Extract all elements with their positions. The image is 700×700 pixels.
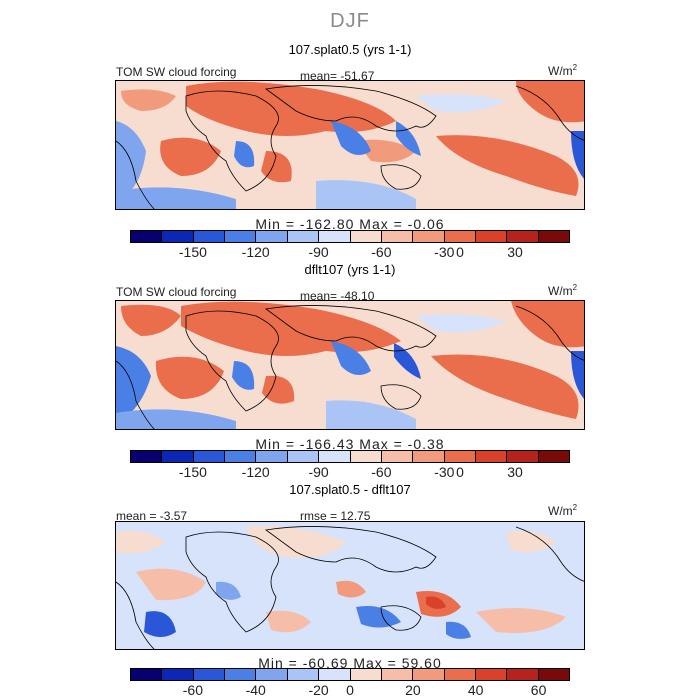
colorbar-swatch <box>131 451 163 462</box>
panel-2-left-label: TOM SW cloud forcing <box>116 285 237 299</box>
panel-3-title: 107.splat0.5 - dflt107 <box>289 482 411 497</box>
colorbar-swatch <box>350 231 382 242</box>
colorbar-swatch <box>444 669 476 680</box>
panel-2-tick: -60 <box>371 464 392 480</box>
panel-3-tick: 20 <box>405 682 421 698</box>
panel-1-tick: -90 <box>308 244 329 260</box>
panel-1-minmax: Min = -162.80 Max = -0.06 <box>255 216 445 232</box>
colorbar-swatch <box>131 669 163 680</box>
colorbar-swatch <box>193 451 226 462</box>
panel-1-tick: 30 <box>507 244 523 260</box>
colorbar-swatch <box>193 669 226 680</box>
colorbar-swatch <box>287 231 320 242</box>
colorbar-swatch <box>444 451 476 462</box>
colorbar-swatch <box>413 669 445 680</box>
colorbar-swatch <box>162 451 194 462</box>
panel-1-unit-label: W/m2 <box>548 63 578 78</box>
panel-3-mean-label: mean = -3.57 <box>116 509 188 523</box>
colorbar-swatch <box>475 231 508 242</box>
panel-1-tick: -120 <box>241 244 270 260</box>
panel-2-tick: -150 <box>178 464 207 480</box>
colorbar-swatch <box>256 231 288 242</box>
panel-3-map <box>115 521 585 650</box>
panel-2-tick: 0 <box>456 464 464 480</box>
panel-2-colorbar <box>130 450 570 463</box>
colorbar-swatch <box>162 231 194 242</box>
panel-2-map <box>115 300 585 430</box>
colorbar-swatch <box>444 231 476 242</box>
panel-3-tick-row: -60 -40 -20 0 20 40 60 <box>130 682 570 700</box>
panel-3-colorbar <box>130 668 570 681</box>
panel-3-tick: -60 <box>182 682 204 698</box>
colorbar-swatch <box>538 669 569 680</box>
colorbar-swatch <box>507 669 539 680</box>
panel-2-tick: -120 <box>241 464 270 480</box>
panel-1-title: 107.splat0.5 (yrs 1-1) <box>288 42 412 57</box>
panel-3-rmse-label: rmse = 12.75 <box>300 509 371 523</box>
season-title: DJF <box>330 10 370 32</box>
colorbar-swatch <box>381 669 414 680</box>
colorbar-swatch <box>413 231 445 242</box>
panel-3-tick: 60 <box>530 682 547 698</box>
colorbar-swatch <box>381 451 414 462</box>
panel-3-tick: -20 <box>308 682 329 698</box>
panel-1-tick-row: -150 -120 -90 -60 -30 0 30 <box>130 244 570 262</box>
colorbar-swatch <box>319 669 351 680</box>
colorbar-swatch <box>507 231 539 242</box>
colorbar-swatch <box>225 231 257 242</box>
panel-1-left-label: TOM SW cloud forcing <box>116 65 237 79</box>
panel-1-mean-label: mean= -51.67 <box>300 69 375 83</box>
colorbar-swatch <box>475 451 508 462</box>
colorbar-swatch <box>225 451 257 462</box>
colorbar-swatch <box>381 231 414 242</box>
colorbar-swatch <box>475 669 508 680</box>
colorbar-swatch <box>225 669 257 680</box>
colorbar-swatch <box>319 451 351 462</box>
panel-1-tick: -150 <box>178 244 207 260</box>
panel-1-tick: -30 <box>434 244 455 260</box>
panel-3-minmax: Min = -60.69 Max = 59.60 <box>258 655 442 671</box>
panel-2-tick: -90 <box>308 464 329 480</box>
panel-3-tick: 40 <box>467 682 484 698</box>
colorbar-swatch <box>350 451 382 462</box>
colorbar-swatch <box>162 669 194 680</box>
panel-3-unit-label: W/m2 <box>548 503 578 518</box>
colorbar-swatch <box>538 451 569 462</box>
panel-2-title: dflt107 (yrs 1-1) <box>304 262 396 277</box>
panel-1-colorbar <box>130 230 570 243</box>
panel-1-map <box>115 80 585 210</box>
colorbar-swatch <box>256 451 288 462</box>
panel-3-tick: 0 <box>346 682 354 698</box>
colorbar-swatch <box>319 231 351 242</box>
panel-2-tick-row: -150 -120 -90 -60 -30 0 30 <box>130 464 570 482</box>
colorbar-swatch <box>287 451 320 462</box>
panel-2-mean-label: mean= -48.10 <box>300 289 375 303</box>
colorbar-swatch <box>538 231 569 242</box>
panel-2-unit-label: W/m2 <box>548 283 578 298</box>
panel-3-tick: -40 <box>245 682 266 698</box>
panel-2-tick: -30 <box>434 464 455 480</box>
colorbar-swatch <box>507 451 539 462</box>
colorbar-swatch <box>413 451 445 462</box>
panel-2-minmax: Min = -166.43 Max = -0.38 <box>255 436 445 452</box>
colorbar-swatch <box>256 669 288 680</box>
panel-1-tick: -60 <box>371 244 392 260</box>
colorbar-swatch <box>193 231 226 242</box>
panel-1-tick: 0 <box>456 244 464 260</box>
colorbar-swatch <box>350 669 382 680</box>
colorbar-swatch <box>131 231 163 242</box>
colorbar-swatch <box>287 669 320 680</box>
panel-2-tick: 30 <box>507 464 523 480</box>
